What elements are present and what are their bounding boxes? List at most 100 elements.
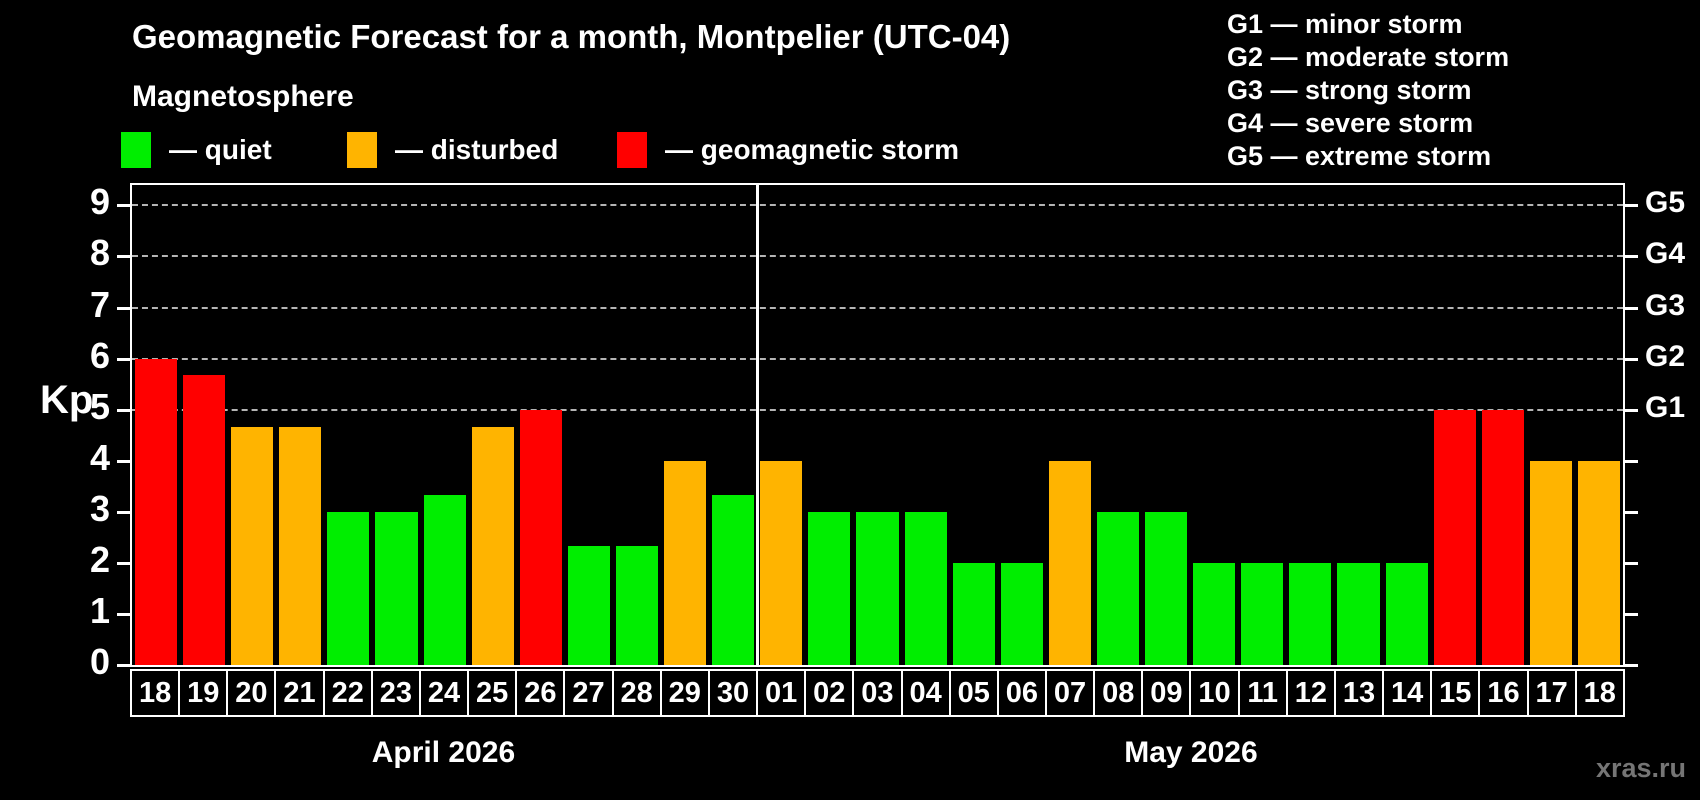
kp-axis-title: Kp: [40, 378, 94, 422]
right-axis-tick: [1625, 408, 1638, 412]
day-label: 02: [804, 669, 855, 717]
day-label: 13: [1333, 669, 1385, 717]
y-axis-tick: [117, 306, 130, 310]
day-label: 16: [1478, 669, 1529, 717]
g-scale-legend-line: G4 — severe storm: [1227, 108, 1474, 138]
kp-bar: [904, 511, 947, 665]
kp-bar: [664, 460, 707, 665]
month-divider: [755, 185, 759, 665]
y-axis-label: 2: [89, 538, 110, 580]
y-axis-tick: [117, 612, 130, 616]
day-label: 27: [563, 669, 614, 717]
y-axis-label: 6: [89, 334, 110, 376]
kp-bar: [615, 546, 659, 665]
y-axis-label: 7: [89, 283, 110, 325]
g-level-label-g4: G4: [1645, 237, 1686, 271]
kp-bar: [1193, 562, 1236, 665]
day-label: 11: [1237, 669, 1288, 717]
g-level-label-g3: G3: [1645, 288, 1686, 322]
legend-item-label: — disturbed: [395, 134, 559, 165]
right-axis-tick: [1625, 612, 1638, 616]
g-level-label-g1: G1: [1645, 390, 1686, 424]
legend-item-quiet: — quiet: [121, 131, 272, 169]
watermark: xras.ru: [1595, 753, 1686, 783]
y-axis-label: 0: [89, 641, 110, 682]
right-axis-tick: [1625, 306, 1638, 310]
day-label: 15: [1430, 669, 1481, 717]
day-label: 25: [467, 669, 518, 717]
day-label: 14: [1382, 669, 1433, 717]
kp-bar: [1096, 511, 1140, 665]
kp-bar: [1241, 562, 1284, 665]
right-axis-tick: [1625, 357, 1638, 361]
kp-bar: [1048, 460, 1091, 665]
day-label: 09: [1141, 669, 1192, 717]
kp-bar: [1289, 562, 1332, 665]
kp-bar: [471, 426, 514, 665]
gridline-kp9: [132, 204, 1623, 207]
g-level-label-g2: G2: [1645, 339, 1686, 373]
y-axis-label: 9: [89, 181, 110, 223]
day-label: 12: [1285, 669, 1336, 717]
y-axis-tick: [117, 459, 130, 463]
y-axis-label: 1: [89, 589, 110, 631]
day-label: 03: [852, 669, 903, 717]
storm-color-swatch-icon: [617, 132, 647, 168]
g-scale-legend-line: G2 — moderate storm: [1227, 42, 1510, 72]
kp-bar: [135, 358, 178, 665]
day-label: 30: [707, 669, 759, 717]
day-label: 18: [1574, 669, 1625, 717]
day-label: 22: [322, 669, 373, 717]
day-label: 26: [515, 669, 566, 717]
day-label: 04: [900, 669, 951, 717]
day-label: 05: [948, 669, 999, 717]
disturbed-color-swatch-icon: [347, 132, 377, 168]
day-label: 23: [370, 669, 421, 717]
month-label: May 2026: [1124, 736, 1258, 769]
day-label: 21: [274, 669, 325, 717]
gridline-kp6: [132, 357, 1623, 360]
y-axis-label: 3: [89, 487, 110, 529]
kp-bar: [567, 546, 610, 665]
kp-bar: [1385, 562, 1428, 665]
day-label: 17: [1526, 669, 1577, 717]
kp-bar: [231, 426, 274, 665]
month-label: April 2026: [371, 736, 516, 769]
g-scale-legend-line: G3 — strong storm: [1227, 75, 1472, 105]
day-label: 10: [1189, 669, 1240, 717]
right-axis-tick: [1625, 561, 1638, 565]
kp-bar: [856, 511, 899, 665]
magnetosphere-label: Magnetosphere: [132, 80, 354, 113]
right-axis-tick: [1625, 510, 1638, 514]
kp-bar: [712, 494, 755, 665]
kp-bar: [808, 511, 851, 665]
gridline-kp5: [132, 408, 1623, 411]
day-label: 01: [756, 669, 807, 717]
kp-bar: [1433, 409, 1476, 665]
g-level-label-g5: G5: [1645, 186, 1686, 220]
kp-bar: [183, 375, 226, 665]
kp-bar: [1337, 562, 1380, 665]
day-label: 08: [1093, 669, 1144, 717]
y-axis-tick: [117, 255, 130, 259]
kp-bar: [519, 409, 562, 665]
day-label: 06: [996, 669, 1047, 717]
kp-bar: [375, 511, 418, 665]
g-scale-legend: G1 — minor storm G2 — moderate storm G3 — …: [1227, 8, 1509, 173]
right-axis-tick: [1625, 459, 1638, 463]
kp-bar: [1000, 562, 1043, 665]
kp-bar: [327, 511, 370, 665]
y-axis-tick: [117, 561, 130, 565]
gridline-kp7: [132, 306, 1623, 309]
plot-area: [130, 183, 1625, 667]
right-axis-tick: [1625, 664, 1638, 667]
kp-bar: [952, 562, 995, 665]
y-axis-label: 8: [89, 232, 110, 274]
y-axis-label: 5: [89, 385, 110, 427]
kp-bar: [423, 494, 466, 665]
kp-bar: [1529, 460, 1572, 665]
y-axis-tick: [117, 408, 130, 412]
day-axis: 18 19 20 21 22 23 24 25 26 27 28 29 30 01 02 03 04 05 06 07…: [130, 669, 1625, 717]
quiet-color-swatch-icon: [121, 132, 151, 168]
